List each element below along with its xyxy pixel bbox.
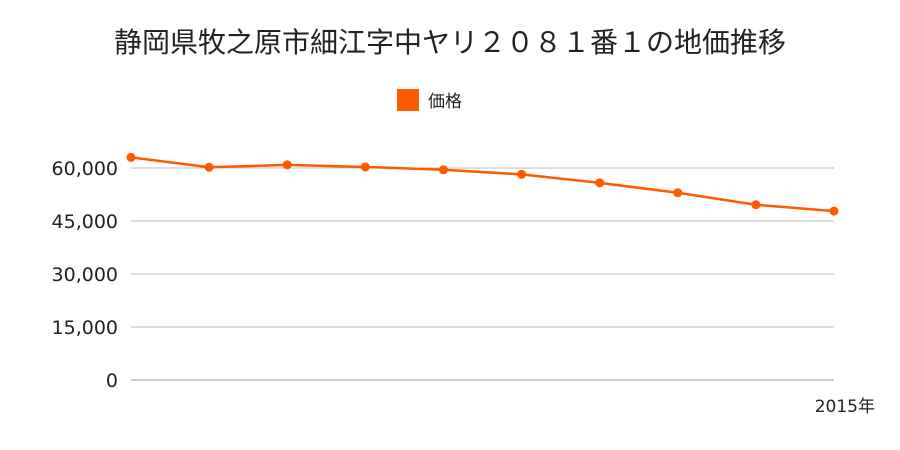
y-tick-label: 30,000 xyxy=(52,264,118,286)
data-point xyxy=(360,162,370,172)
y-tick-label: 15,000 xyxy=(52,317,118,339)
series-line xyxy=(130,156,835,213)
y-tick-label: 60,000 xyxy=(52,158,118,180)
legend-label: 価格 xyxy=(428,92,462,112)
gridlines xyxy=(131,167,834,381)
data-point xyxy=(438,165,448,175)
data-point xyxy=(204,162,214,172)
data-point xyxy=(673,188,683,198)
y-tick-label: 45,000 xyxy=(52,211,118,233)
data-point xyxy=(595,178,605,188)
legend-swatch xyxy=(397,89,419,111)
legend: 価格 xyxy=(397,89,462,112)
series-price xyxy=(126,152,839,216)
chart-title: 静岡県牧之原市細江字中ヤリ２０８１番１の地価推移 xyxy=(114,26,786,59)
data-point xyxy=(829,206,839,216)
y-tick-label: 0 xyxy=(106,370,118,392)
data-point xyxy=(751,200,761,210)
data-point xyxy=(517,169,527,179)
data-point xyxy=(282,160,292,170)
data-point xyxy=(126,152,136,162)
y-axis-tick-labels: 0 15,000 30,000 45,000 60,000 xyxy=(52,158,118,392)
x-axis-tick-labels: 2015年 xyxy=(815,397,875,417)
x-tick-label: 2015年 xyxy=(815,397,875,417)
